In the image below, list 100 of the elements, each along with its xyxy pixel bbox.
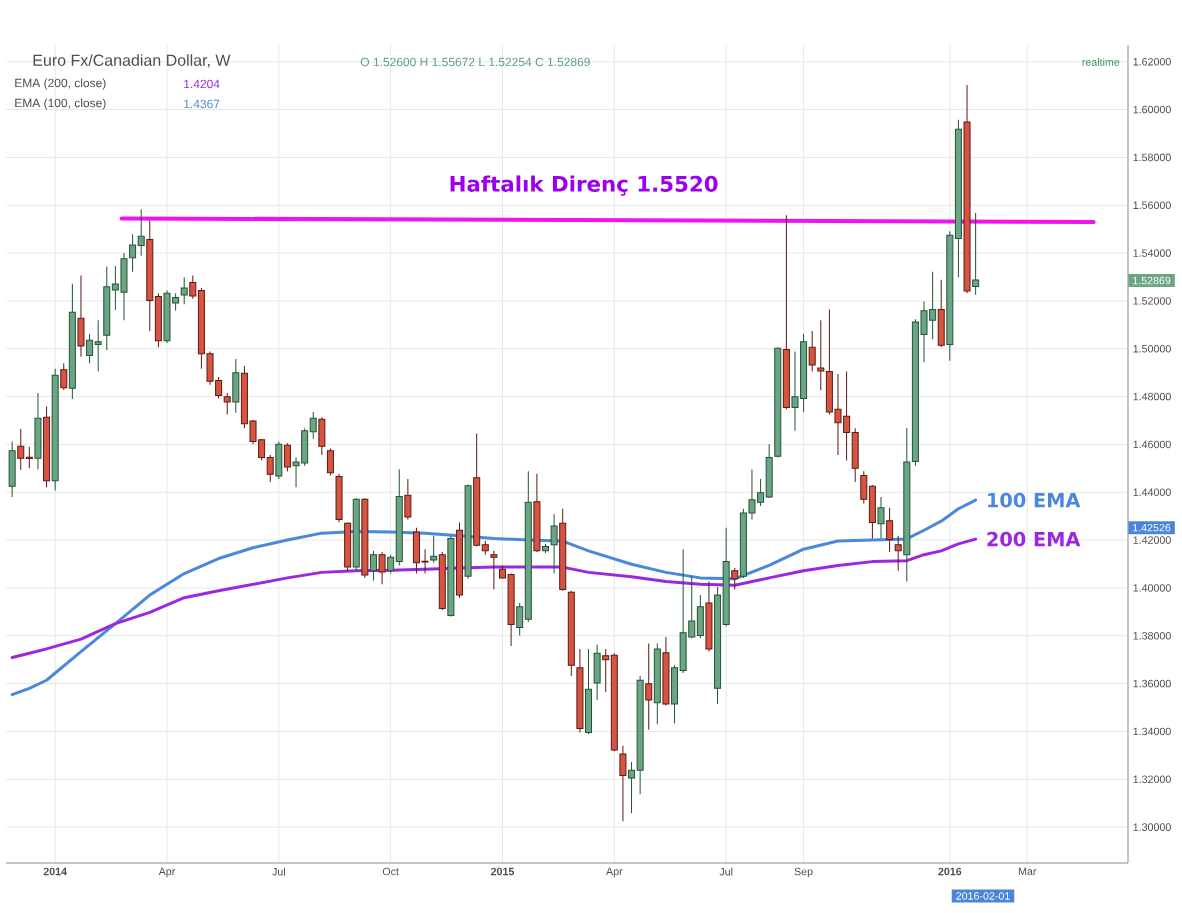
candlestick <box>705 580 713 653</box>
annotation: 1.4204 <box>184 79 220 89</box>
candlestick <box>817 319 825 391</box>
candlestick <box>524 470 532 623</box>
candlestick <box>438 551 446 611</box>
candlestick <box>34 392 42 471</box>
annotation: realtime <box>1082 58 1120 66</box>
candlestick <box>455 521 463 599</box>
candlestick <box>283 442 291 472</box>
candlestick <box>137 208 145 257</box>
y-tick-label: 1.62000 <box>1133 57 1171 66</box>
candlestick <box>886 507 894 553</box>
x-tick-label: Oct <box>382 867 399 876</box>
series-label: 200 EMA <box>987 531 1081 547</box>
candlestick <box>619 745 627 822</box>
candlestick <box>954 119 962 278</box>
y-tick-label: 1.52000 <box>1133 297 1171 305</box>
text: O 1.52600 H 1.55672 L 1.52254 C 1.52869 <box>360 57 590 67</box>
candlestick <box>395 469 403 566</box>
candlestick <box>559 508 567 592</box>
candlestick <box>464 484 472 580</box>
y-tick-label: 1.36000 <box>1133 679 1171 688</box>
x-tick-label: Jul <box>272 867 285 876</box>
candlestick <box>189 275 197 300</box>
candlestick <box>533 473 541 553</box>
candlestick <box>369 550 377 582</box>
candlestick <box>851 427 859 483</box>
candlestick <box>473 432 481 548</box>
candlestick <box>326 447 334 477</box>
candlestick <box>877 496 885 539</box>
chart-title: Euro Fx/Canadian Dollar, W <box>33 54 231 68</box>
candlestick <box>404 478 412 521</box>
x-tick-label: 2015 <box>491 867 515 876</box>
candlestick <box>782 214 790 410</box>
candlestick <box>585 648 593 735</box>
candlestick <box>8 441 16 498</box>
candlestick <box>481 540 489 556</box>
candlestick <box>361 497 369 579</box>
x-tick-label: Mar <box>1018 867 1037 876</box>
x-tick-label: Apr <box>606 867 623 878</box>
x-tick-label: Jul <box>719 867 733 876</box>
candlestick <box>232 358 240 414</box>
candlestick <box>146 220 154 332</box>
candlestick <box>567 590 575 677</box>
candlestick <box>860 470 868 504</box>
candlestick <box>180 276 188 305</box>
candlestick <box>154 292 162 348</box>
candlestick <box>903 427 911 582</box>
text: 2016-02-01 <box>956 892 1010 900</box>
candlestick <box>808 330 816 372</box>
y-tick-label: 1.40000 <box>1133 584 1171 592</box>
text: 1.52869 <box>1133 276 1171 285</box>
candlestick <box>43 405 51 488</box>
y-tick-label: 1.44000 <box>1133 488 1171 497</box>
candlestick <box>387 554 395 575</box>
x-tick-label: 2016 <box>938 867 962 876</box>
y-tick-label: 1.34000 <box>1133 727 1171 736</box>
annotation: 1.4367 <box>184 99 220 109</box>
candlestick <box>602 648 610 693</box>
y-tick-label: 1.38000 <box>1133 631 1171 640</box>
text: 1.42526 <box>1133 523 1171 532</box>
candlestick <box>610 652 618 752</box>
annotation: EMA (100, close) <box>15 98 106 110</box>
candlestick <box>430 535 438 564</box>
candlestick <box>490 550 498 591</box>
y-tick-label: 1.54000 <box>1133 249 1171 257</box>
candlestick <box>378 551 386 585</box>
candlestick <box>593 644 601 701</box>
candlestick <box>103 265 111 351</box>
candlestick <box>275 441 283 480</box>
candlestick <box>223 392 231 416</box>
x-tick-label: Sep <box>794 867 813 878</box>
candlestick <box>17 428 25 471</box>
candlestick <box>318 416 326 456</box>
candlestick <box>662 636 670 707</box>
candlestick <box>653 642 661 725</box>
annotation: Haftalık Direnç 1.5520 <box>450 175 718 196</box>
candlestick <box>77 275 85 358</box>
candlestick <box>51 368 59 492</box>
candlestick <box>516 602 524 637</box>
y-tick-label: 1.48000 <box>1133 392 1171 401</box>
candlestick <box>447 535 455 618</box>
y-tick-label: 1.46000 <box>1133 440 1171 449</box>
candlestick <box>765 443 773 499</box>
candlestick <box>696 594 704 639</box>
candlestick <box>963 84 971 294</box>
x-tick-label: 2014 <box>43 867 67 876</box>
y-tick-label: 1.42000 <box>1133 536 1171 544</box>
y-tick-label: 1.30000 <box>1133 823 1171 831</box>
candlestick <box>335 473 343 523</box>
candlestick <box>86 333 94 364</box>
candlestick <box>68 283 76 400</box>
candlestick <box>946 230 954 362</box>
candlestick <box>972 212 980 296</box>
candlestick <box>868 484 876 539</box>
y-tick-label: 1.56000 <box>1133 201 1171 210</box>
candlestick <box>266 454 274 483</box>
candlestick <box>645 642 653 731</box>
y-tick-label: 1.32000 <box>1133 775 1171 784</box>
x-tick-label: Apr <box>158 867 176 878</box>
